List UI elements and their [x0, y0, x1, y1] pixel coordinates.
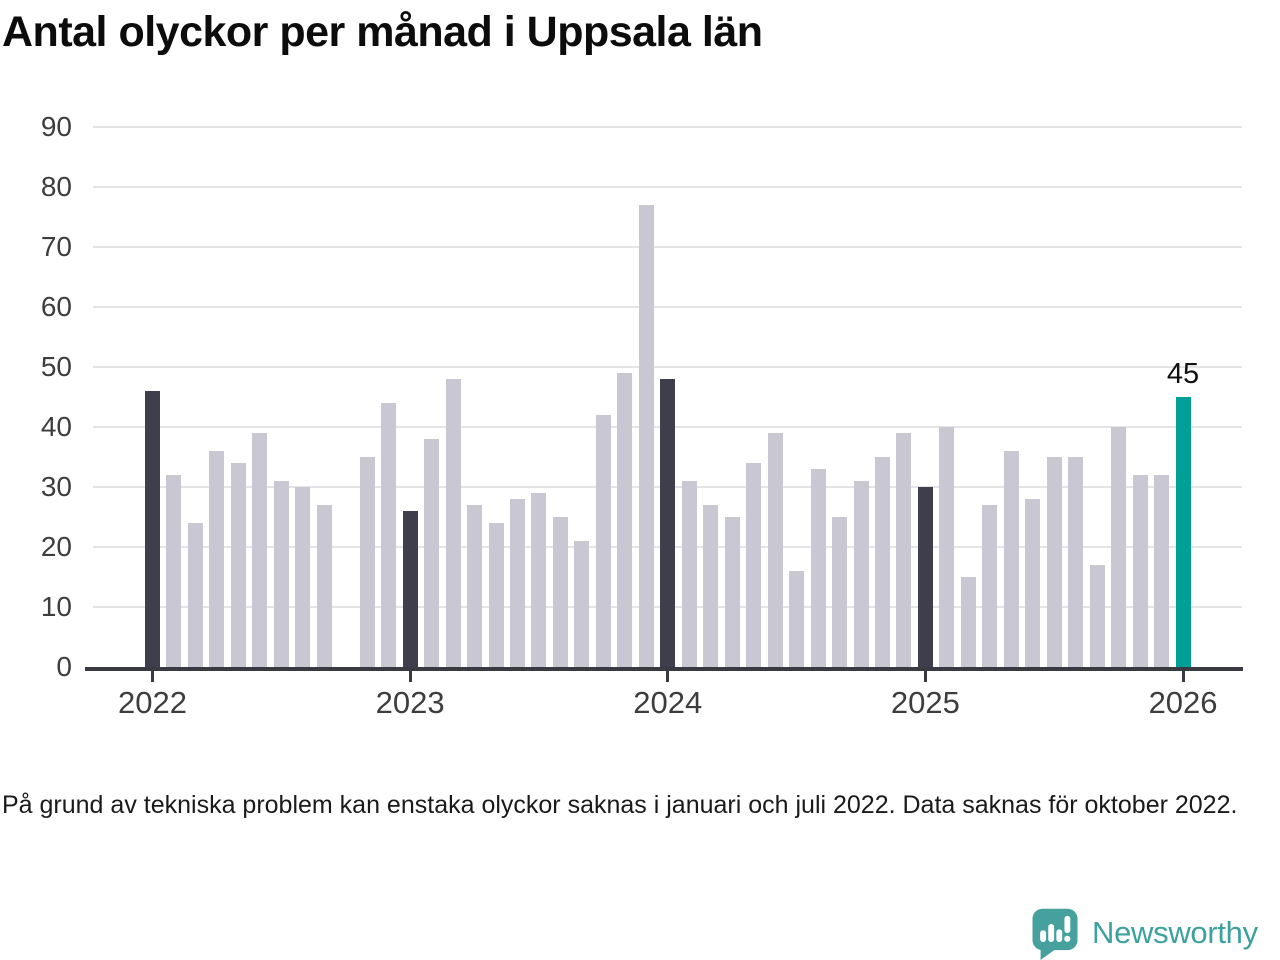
bar-2022-08	[295, 487, 311, 667]
bar-2022-05	[230, 463, 246, 667]
x-tick-label-2023: 2023	[375, 685, 445, 720]
y-tick-label-90: 90	[40, 111, 72, 142]
bar-2025-02	[939, 427, 955, 667]
bar-2024-12	[896, 433, 912, 667]
bar-2024-09	[832, 517, 848, 667]
bar-2024-07	[789, 571, 805, 667]
y-tick-label-70: 70	[40, 231, 72, 262]
newsworthy-speech-bubble-chart-icon	[1032, 908, 1078, 960]
bar-2023-04	[467, 505, 483, 667]
gridline-90	[93, 126, 1242, 128]
bar-2022-09	[316, 505, 332, 667]
y-tick-label-40: 40	[40, 411, 72, 442]
bar-2022-11	[359, 457, 375, 667]
bar-2025-03	[960, 577, 976, 667]
x-tick-2024	[666, 671, 670, 682]
gridline-50	[93, 366, 1242, 368]
bar-2023-09	[574, 541, 590, 667]
bar-value-label: 45	[1166, 358, 1200, 390]
bar-2024-02	[681, 481, 697, 667]
bar-2022-07	[273, 481, 289, 667]
bar-2023-03	[445, 379, 461, 667]
newsworthy-wordmark: Newsworthy	[1092, 915, 1258, 950]
bar-2023-08	[552, 517, 568, 667]
y-tick-label-0: 0	[56, 651, 72, 682]
bar-2024-01	[660, 379, 676, 667]
bar-2023-10	[595, 415, 611, 667]
bar-2025-08	[1068, 457, 1084, 667]
gridline-70	[93, 246, 1242, 248]
bar-2022-12	[381, 403, 397, 667]
y-tick-label-60: 60	[40, 291, 72, 322]
x-tick-label-2025: 2025	[890, 685, 960, 720]
bar-2022-01	[145, 391, 160, 667]
bar-2024-10	[853, 481, 869, 667]
x-tick-label-2024: 2024	[633, 685, 703, 720]
newsworthy-logo: Newsworthy	[1028, 906, 1258, 960]
bar-2025-04	[982, 505, 998, 667]
bar-2025-12	[1154, 475, 1170, 667]
bar-2024-05	[746, 463, 762, 667]
x-tick-label-2022: 2022	[118, 685, 187, 720]
bar-2025-06	[1025, 499, 1041, 667]
bar-2025-11	[1132, 475, 1148, 667]
x-tick-2022	[151, 671, 154, 682]
gridline-80	[93, 186, 1242, 188]
x-tick-2026	[1181, 671, 1185, 682]
y-tick-label-50: 50	[40, 351, 72, 382]
bar-2024-06	[767, 433, 783, 667]
footnote: På grund av tekniska problem kan enstaka…	[2, 791, 1238, 819]
y-tick-label-10: 10	[40, 591, 72, 622]
bar-2023-12	[638, 205, 654, 667]
bar-2024-04	[724, 517, 740, 667]
bar-2023-11	[617, 373, 633, 667]
bar-2024-08	[810, 469, 826, 667]
bar-2023-05	[488, 523, 504, 667]
bar-2022-02	[166, 475, 182, 667]
y-tick-label-20: 20	[40, 531, 72, 562]
bar-2023-01	[402, 511, 418, 667]
bar-2024-03	[703, 505, 719, 667]
bar-2026-01	[1175, 397, 1191, 667]
bar-2023-07	[531, 493, 547, 667]
x-tick-label-2026: 2026	[1148, 685, 1218, 720]
bar-2025-05	[1003, 451, 1019, 667]
x-tick-2023	[408, 671, 412, 682]
x-tick-2025	[923, 671, 927, 682]
bar-2025-07	[1046, 457, 1062, 667]
bar-2023-02	[424, 439, 440, 667]
x-axis-line	[85, 667, 1243, 671]
bar-2022-04	[209, 451, 225, 667]
bar-2025-09	[1089, 565, 1105, 667]
bar-2024-11	[874, 457, 890, 667]
y-tick-label-30: 30	[40, 471, 72, 502]
bar-2025-10	[1111, 427, 1127, 667]
bar-2023-06	[509, 499, 525, 667]
y-tick-label-80: 80	[40, 171, 72, 202]
bar-2025-01	[917, 487, 933, 667]
gridline-60	[93, 306, 1242, 308]
bar-2022-03	[187, 523, 203, 667]
bar-2022-06	[252, 433, 268, 667]
chart-title: Antal olyckor per månad i Uppsala län	[2, 8, 763, 56]
